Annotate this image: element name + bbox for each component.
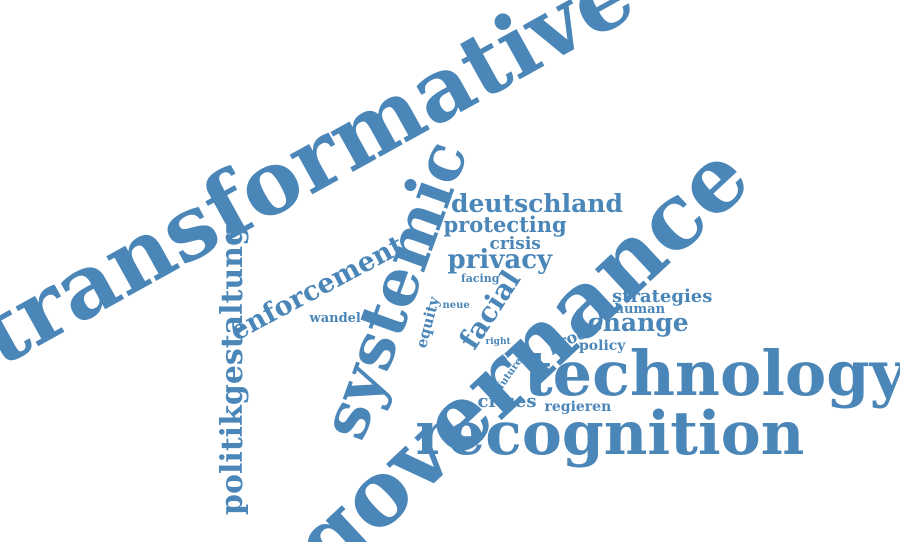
word-politikgestaltung: politikgestaltung <box>214 225 250 515</box>
word-protecting: protecting <box>443 211 567 237</box>
word-strategies: strategies <box>612 286 713 307</box>
word-privacy: privacy <box>447 245 553 275</box>
word-wandel: wandel <box>309 310 361 326</box>
word-neue: neue <box>442 300 470 311</box>
word-crises: crises <box>477 391 537 412</box>
word-human: human <box>614 301 666 317</box>
word-facing: facing <box>461 271 500 285</box>
word-technology: technology <box>524 337 900 410</box>
word-change: change <box>587 307 689 337</box>
word-deutschland: deutschland <box>451 188 623 218</box>
word-policy: policy <box>579 338 626 354</box>
word-crisis: crisis <box>489 233 541 254</box>
word-right: right <box>485 336 511 347</box>
word-regieren: regieren <box>544 399 612 415</box>
word-recognition: recognition <box>415 399 805 469</box>
